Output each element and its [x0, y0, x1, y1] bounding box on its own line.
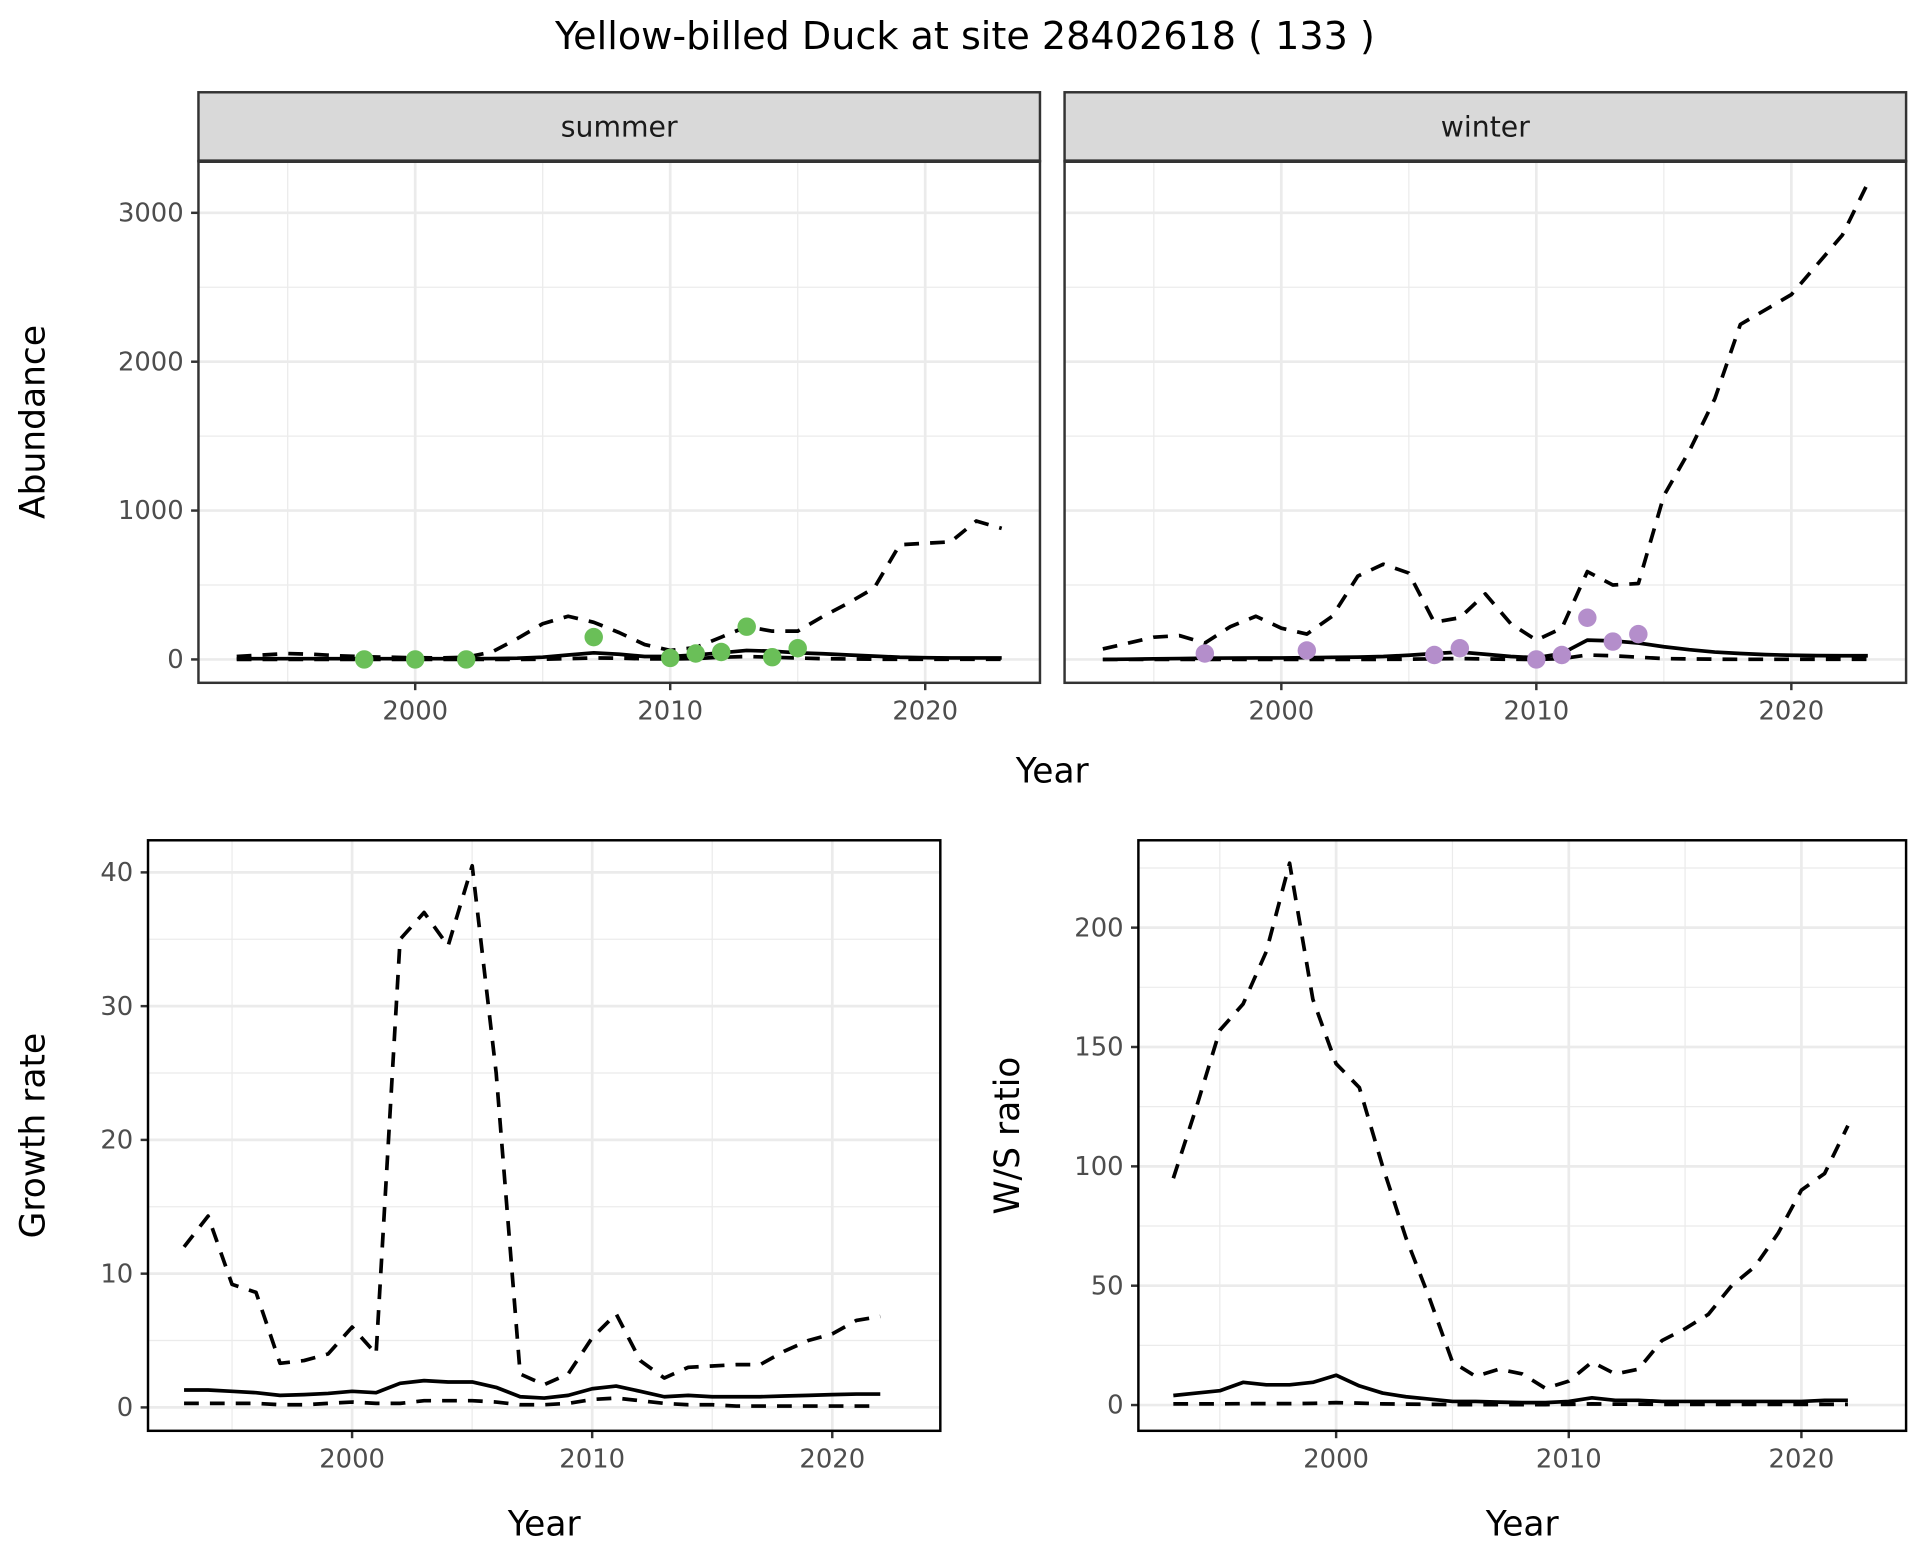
x-tick-label: 2000: [319, 1445, 385, 1475]
observation-point: [711, 642, 731, 662]
y-tick-label: 20: [100, 1126, 133, 1156]
x-tick-label: 2010: [559, 1445, 625, 1475]
y-tick-label: 10: [100, 1259, 133, 1289]
y-tick-label: 2000: [118, 347, 184, 377]
facet-strip-label: winter: [1441, 111, 1530, 144]
observation-point: [1629, 624, 1648, 644]
panel-ratio: 2000 2010 2020 0 50 100 150 200 W/S ratio Year: [988, 839, 1908, 1544]
x-tick-label: 2020: [799, 1445, 865, 1475]
facet-strip: [197, 91, 1042, 163]
x-tick-label: 2000: [1303, 1445, 1369, 1475]
observation-point: [1450, 639, 1470, 658]
observation-point: [788, 639, 807, 658]
y-tick-label: 3000: [118, 198, 184, 228]
panels: 2000 2010 20200100020003000summerAbundance…: [14, 91, 1908, 1544]
observation-point: [405, 650, 425, 669]
panel-border: [146, 839, 942, 1433]
y-tick-label: 40: [100, 858, 133, 888]
observation-point: [1425, 645, 1444, 665]
x-axis-title: Year: [507, 1504, 582, 1544]
y-tick-label: 100: [1074, 1152, 1123, 1182]
x-tick-label: 2020: [1769, 1445, 1835, 1475]
observation-point: [1552, 645, 1572, 665]
x-tick-label: 2010: [1536, 1445, 1602, 1475]
series-lower-line: [184, 1396, 881, 1408]
y-axis-title: Abundance: [14, 325, 54, 519]
chart-title: Yellow-billed Duck at site 28402618 ( 13…: [554, 14, 1375, 58]
observation-point: [1297, 641, 1317, 660]
observation-point: [1603, 632, 1623, 651]
observation-point: [1527, 650, 1546, 669]
panel-winter: 2000 2010 2020 winter: [1063, 91, 1908, 727]
series-mean-line: [184, 1378, 881, 1400]
x-tick-label: 2020: [892, 697, 958, 727]
y-tick-label: 50: [1091, 1271, 1124, 1301]
x-tick-label: 2010: [1503, 697, 1569, 727]
y-tick-label: 0: [1107, 1391, 1123, 1421]
observation-point: [456, 650, 476, 669]
observation-point: [354, 650, 374, 669]
panel-growth: 2000 2010 2020 0 10 20 30 40 Growth rate Year: [14, 839, 942, 1544]
x-tick-label: 2020: [1758, 697, 1824, 727]
x-tick-label: 2000: [382, 697, 448, 727]
y-tick-label: 0: [167, 645, 183, 675]
panel-summer: 2000 2010 2020 0 1000 2000 3000 summer Abundance: [14, 91, 1042, 727]
series-upper-line: [1102, 182, 1870, 651]
observation-point: [1195, 644, 1215, 663]
y-tick-label: 200: [1074, 913, 1123, 943]
facet-strip-label: summer: [561, 111, 678, 144]
observation-point: [1578, 608, 1597, 627]
series-upper-line: [182, 863, 881, 1387]
y-tick-label: 1000: [118, 496, 184, 526]
y-tick-label: 150: [1074, 1033, 1123, 1063]
series-upper-line: [236, 519, 1003, 660]
series-upper-line: [1171, 861, 1850, 1391]
observation-point: [584, 627, 603, 647]
observation-point: [686, 644, 705, 663]
x-tick-label: 2000: [1248, 697, 1314, 727]
observation-point: [762, 647, 782, 667]
y-axis-title: W/S ratio: [988, 1057, 1028, 1215]
series-lower-line: [1173, 1400, 1848, 1407]
x-axis-title-top: Year: [1015, 751, 1090, 791]
observation-point: [737, 617, 756, 636]
x-axis-title: Year: [1485, 1504, 1560, 1544]
x-tick-label: 2010: [637, 697, 703, 727]
facet-strip: [1063, 91, 1908, 163]
y-axis-title: Growth rate: [14, 1033, 54, 1239]
series-mean-line: [1173, 1373, 1848, 1405]
series-mean-line: [1102, 638, 1868, 662]
y-tick-label: 0: [117, 1393, 133, 1423]
observation-point: [660, 648, 680, 668]
y-tick-label: 30: [100, 992, 133, 1022]
panel-border: [1137, 839, 1908, 1433]
